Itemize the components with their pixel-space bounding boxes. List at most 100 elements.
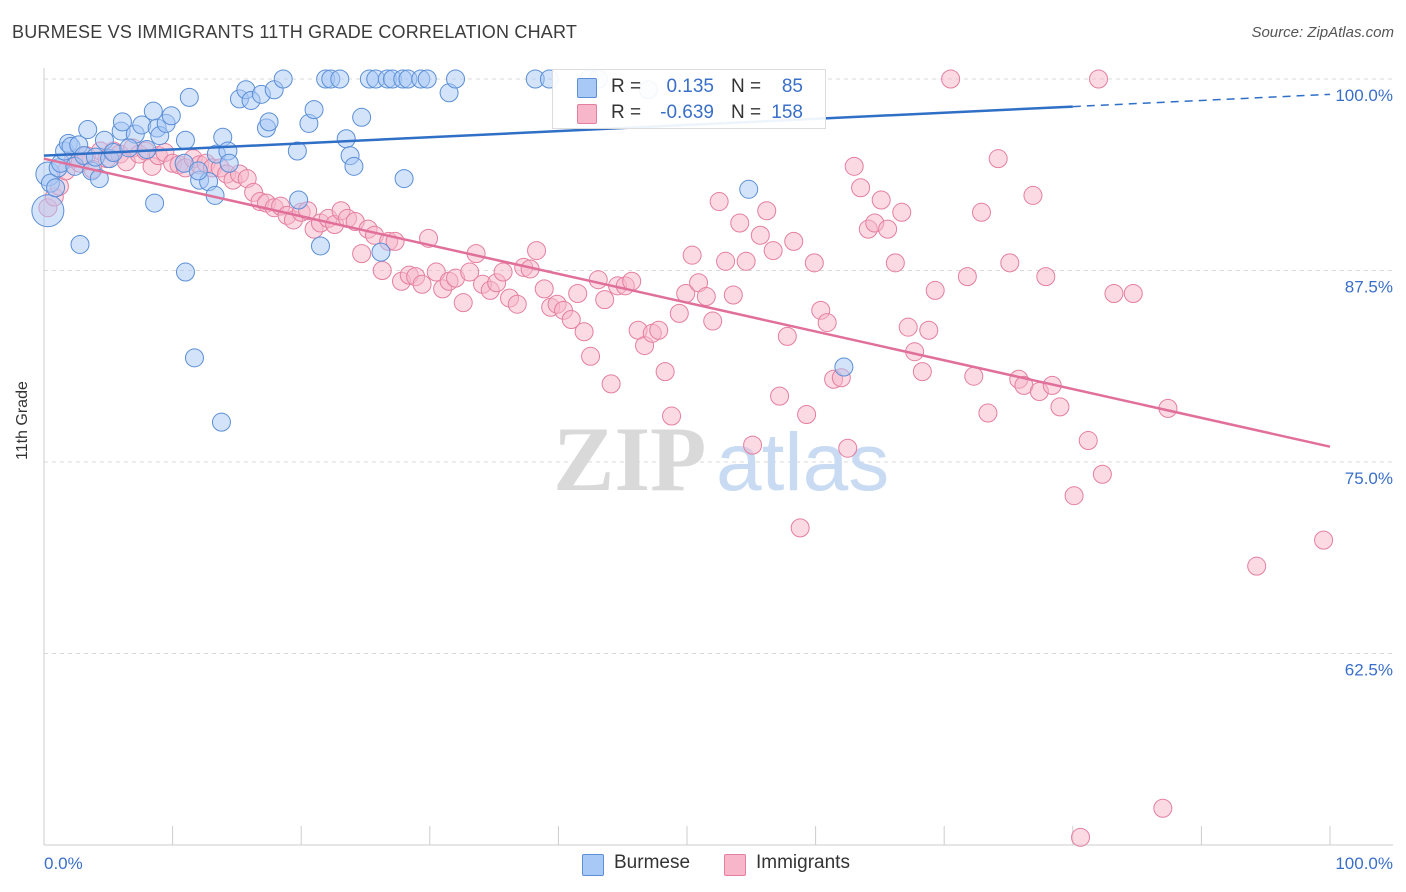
burmese-point: [344, 156, 364, 176]
immigrants-point: [581, 346, 601, 366]
burmese-point: [46, 178, 66, 198]
immigrants-point: [709, 192, 729, 212]
bottom-legend-swatch-immigrants: [724, 854, 746, 876]
burmese-point: [259, 112, 279, 132]
immigrants-point: [770, 386, 790, 406]
immigrants-point: [507, 294, 527, 314]
burmese-point: [310, 236, 330, 256]
burmese-point: [304, 100, 324, 120]
burmese-point: [371, 242, 391, 262]
immigrants-point: [790, 518, 810, 538]
immigrants-point: [817, 313, 837, 333]
immigrants-point: [964, 366, 984, 386]
legend-swatch-burmese: [577, 78, 597, 98]
immigrants-point: [912, 362, 932, 382]
immigrants-point: [750, 225, 770, 245]
immigrants-point: [412, 274, 432, 294]
immigrants-point: [925, 280, 945, 300]
immigrants-point: [878, 219, 898, 239]
watermark-zip: ZIP: [553, 408, 706, 510]
source-label: Source: ZipAtlas.com: [1251, 24, 1394, 41]
immigrants-point: [851, 178, 871, 198]
immigrants-point: [561, 310, 581, 330]
immigrants-point: [655, 362, 675, 382]
legend-row-immigrants: R = -0.639 N = 158: [553, 101, 825, 125]
burmese-point: [184, 348, 204, 368]
burmese-point: [78, 120, 98, 140]
burmese-point: [188, 161, 208, 181]
legend-n-value: 158: [771, 102, 803, 123]
immigrants-point: [898, 317, 918, 337]
immigrants-point: [1064, 486, 1084, 506]
immigrants-point: [1153, 798, 1173, 818]
immigrants-point: [662, 406, 682, 426]
burmese-point: [739, 179, 759, 199]
legend-swatch-immigrants: [577, 104, 597, 124]
x-tick-label-max: 100.0%: [1335, 854, 1393, 873]
immigrants-point: [723, 285, 743, 305]
x-tick-label-min: 0.0%: [44, 854, 83, 873]
immigrants-point: [844, 156, 864, 176]
burmese-point: [70, 234, 90, 254]
burmese-point: [119, 138, 139, 158]
burmese-point: [161, 106, 181, 126]
immigrants-point: [703, 311, 723, 331]
immigrants-point: [669, 303, 689, 323]
immigrants-point: [1036, 267, 1056, 287]
immigrants-point: [1247, 556, 1267, 576]
immigrants-point: [1071, 827, 1091, 847]
immigrants-point: [682, 245, 702, 265]
burmese-point: [287, 141, 307, 161]
burmese-point: [336, 129, 356, 149]
immigrants-point: [1050, 397, 1070, 417]
bottom-legend-label-immigrants: Immigrants: [756, 852, 850, 873]
immigrants-point: [649, 320, 669, 340]
immigrants-point: [716, 251, 736, 271]
immigrants-point: [601, 374, 621, 394]
immigrants-point: [777, 326, 797, 346]
immigrants-point: [871, 190, 891, 210]
immigrants-point: [1123, 283, 1143, 303]
trend-lines: [43, 93, 1331, 448]
immigrants-point: [1000, 253, 1020, 273]
bottom-legend-swatch-burmese: [582, 854, 604, 876]
burmese-point: [330, 69, 350, 89]
immigrants-point: [988, 149, 1008, 169]
immigrants-point: [1092, 464, 1112, 484]
burmese-trend-line: [43, 105, 1073, 157]
burmese-point: [273, 69, 293, 89]
burmese-point: [352, 107, 372, 127]
immigrants-point: [527, 241, 547, 261]
immigrants-point: [1089, 69, 1109, 89]
immigrants-point: [957, 267, 977, 287]
burmese-point: [834, 357, 854, 377]
immigrants-point: [1078, 431, 1098, 451]
y-tick-label: 75.0%: [1345, 469, 1393, 488]
burmese-trend-extension: [1072, 93, 1331, 108]
burmese-point: [112, 112, 132, 132]
tick-labels: 62.5% 75.0% 87.5% 100.0% 0.0% 100.0%: [44, 86, 1393, 873]
immigrants-point: [696, 287, 716, 307]
immigrants-point: [971, 202, 991, 222]
immigrants-point: [453, 293, 473, 313]
burmese-point: [211, 412, 231, 432]
immigrants-point: [838, 438, 858, 458]
immigrants-point: [568, 283, 588, 303]
immigrants-point: [941, 69, 961, 89]
burmese-point: [417, 69, 437, 89]
legend-r-value: 0.135: [666, 76, 714, 97]
immigrants-point: [743, 435, 763, 455]
stats-legend: R = 0.135 N = 85 R = -0.639 N = 158: [552, 69, 826, 129]
immigrants-point: [352, 244, 372, 264]
immigrants-point: [372, 261, 392, 280]
chart-title: BURMESE VS IMMIGRANTS 11TH GRADE CORRELA…: [12, 22, 578, 42]
burmese-point: [219, 153, 239, 173]
legend-row-burmese: R = 0.135 N = 85: [553, 75, 825, 99]
burmese-point: [446, 69, 466, 89]
y-tick-label: 62.5%: [1345, 661, 1393, 680]
burmese-point: [31, 194, 65, 228]
immigrants-point: [885, 253, 905, 273]
immigrants-point: [763, 241, 783, 261]
immigrants-point: [622, 271, 642, 291]
